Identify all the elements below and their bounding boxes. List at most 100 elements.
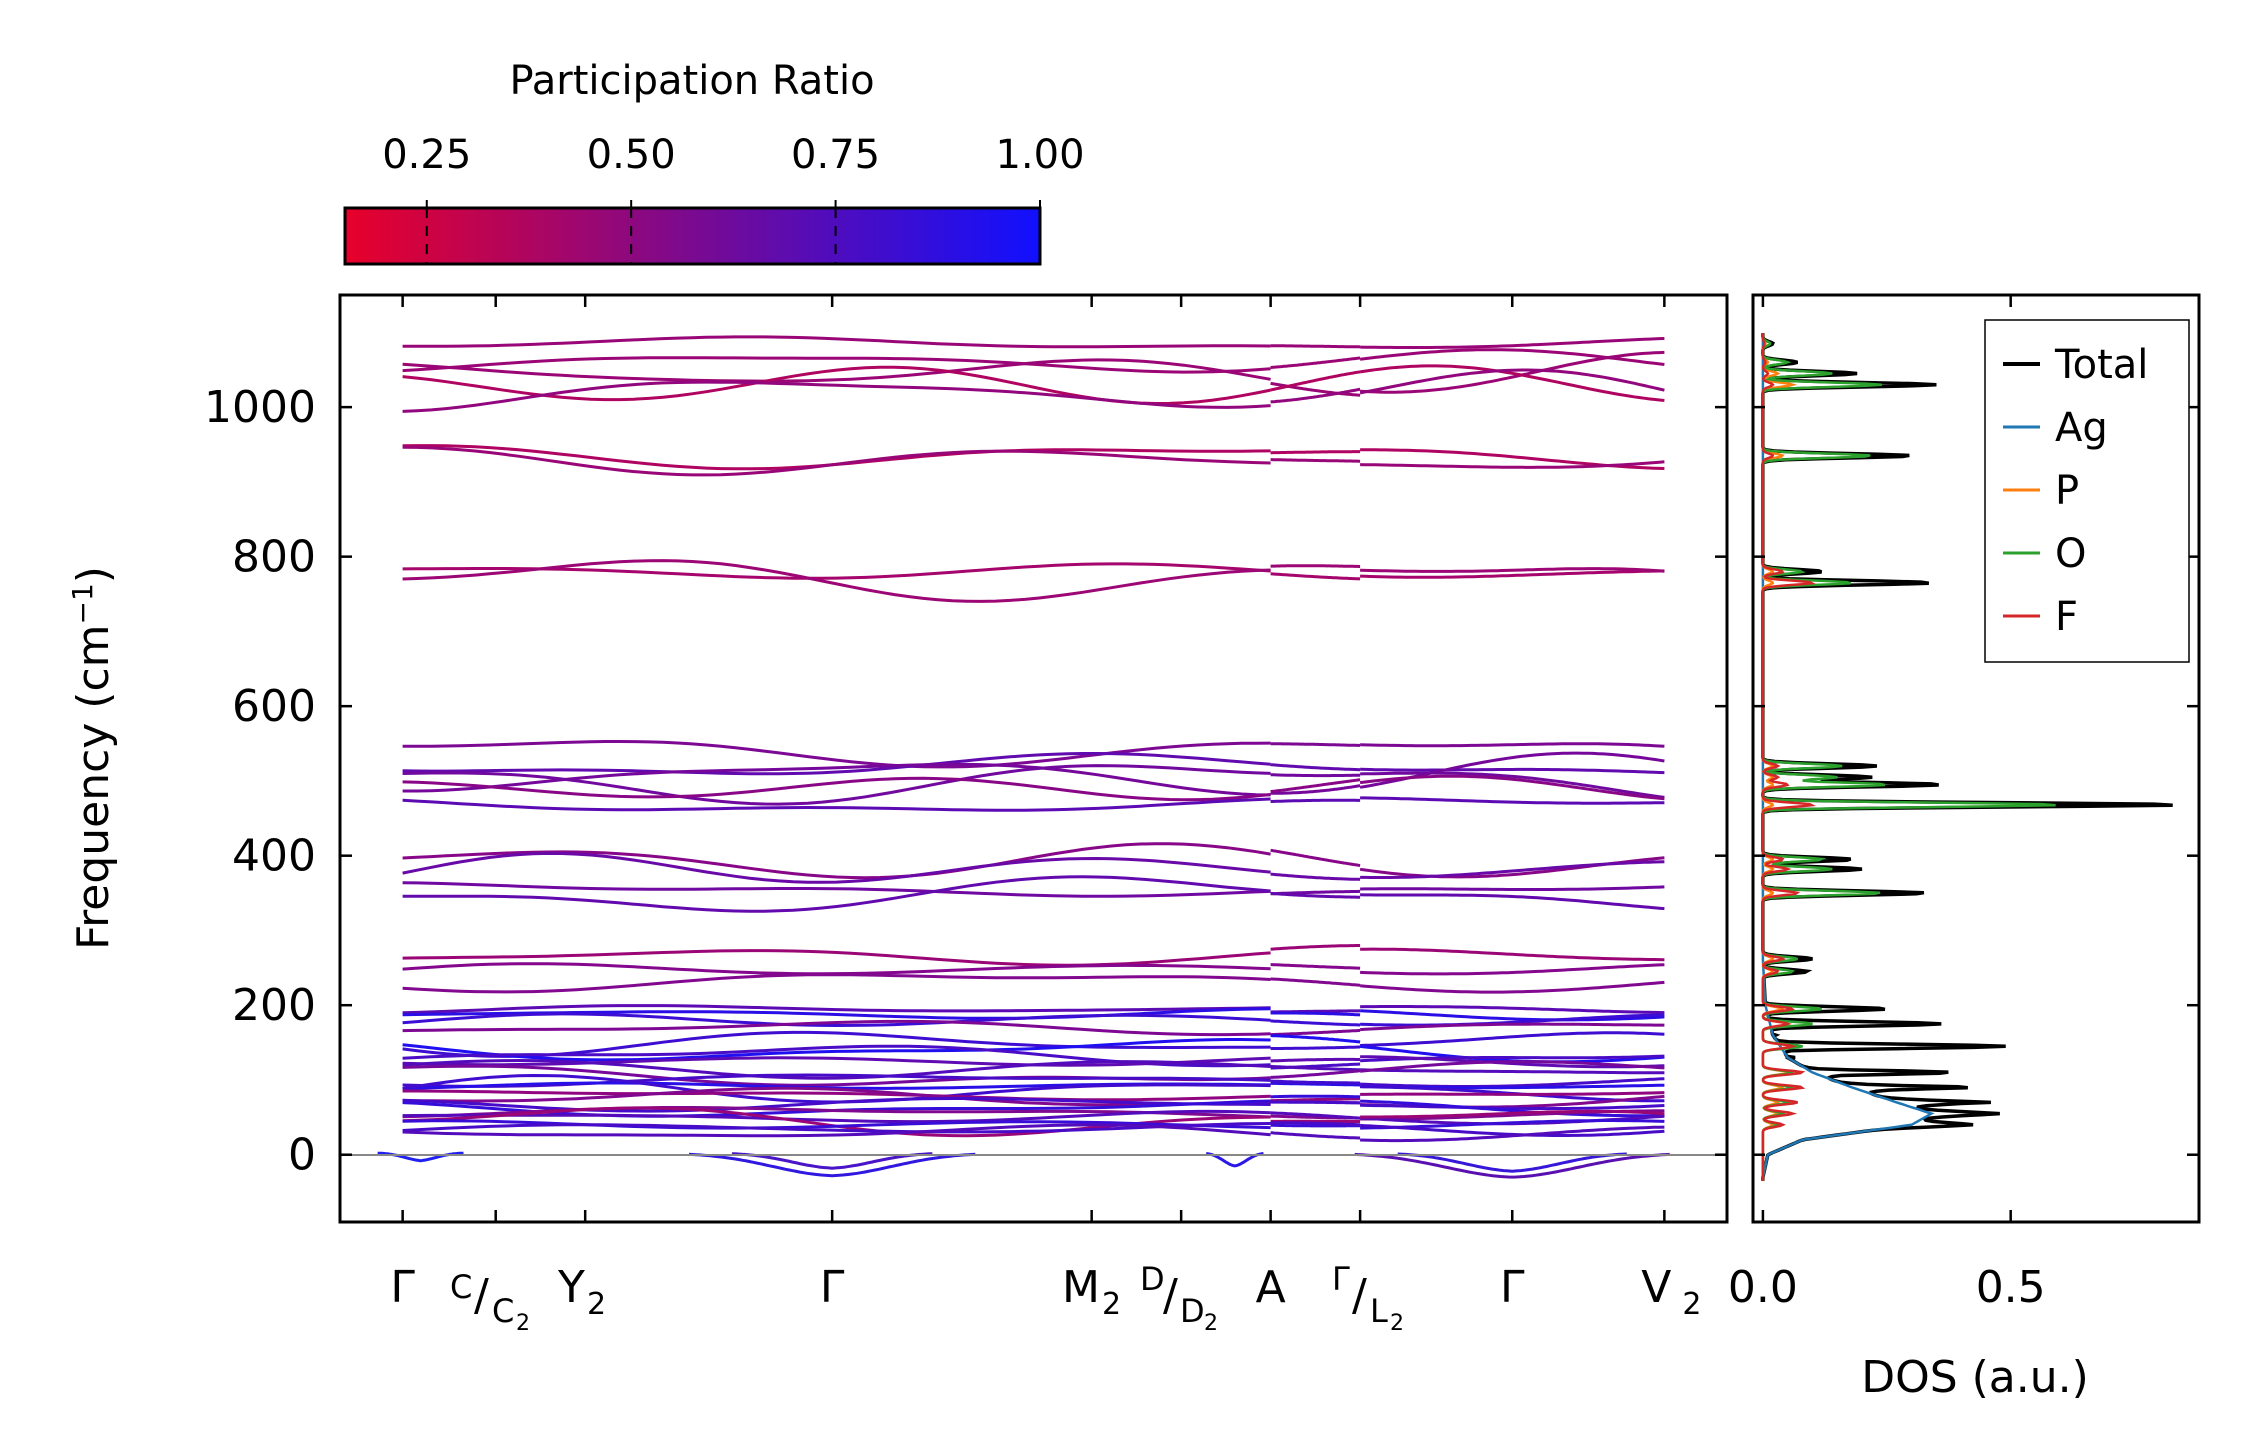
k-label: Γ — [1500, 1262, 1525, 1313]
phonon-band — [1359, 856, 1665, 879]
phonon-band — [1360, 337, 1665, 349]
phonon-band — [1360, 1091, 1665, 1096]
phonon-band — [402, 335, 1271, 349]
phonon-band — [1360, 567, 1665, 573]
phonon-band — [402, 1038, 1271, 1062]
k-label: A — [1256, 1262, 1286, 1313]
phonon-band — [1270, 1111, 1361, 1120]
phonon-band — [1360, 893, 1665, 911]
svg-text:2: 2 — [587, 1287, 606, 1322]
phonon-band — [1360, 1099, 1665, 1118]
dos-panel: 0.0 0.5 DOS (a.u.) Total Ag POF — [1728, 293, 2201, 1403]
phonon-band — [402, 776, 1271, 802]
phonon-band — [1360, 885, 1665, 891]
dos-curves — [1761, 333, 2173, 1181]
phonon-band — [1270, 773, 1361, 778]
svg-text:Γ: Γ — [1332, 1260, 1350, 1298]
band-y-axis-label: Frequency (cm−1) — [66, 566, 120, 950]
legend-label: Total — [2054, 342, 2148, 388]
phonon-band — [1360, 1123, 1665, 1137]
phonon-band — [402, 1122, 1271, 1134]
phonon-band — [1360, 796, 1665, 805]
phonon-band — [1270, 1045, 1361, 1051]
band-axes-frame — [338, 293, 1729, 1224]
colorbar-tick-label: 0.25 — [382, 132, 471, 178]
phonon-band — [402, 973, 1271, 994]
dos-f-curve — [1761, 333, 1817, 1181]
phonon-band — [1360, 1005, 1665, 1015]
phonon-band — [1360, 767, 1665, 775]
phonon-band — [1270, 977, 1361, 987]
phonon-band — [1270, 963, 1361, 970]
phonon-band — [402, 1086, 1271, 1107]
colorbar-tick-label: 0.50 — [587, 132, 676, 178]
phonon-band — [1360, 963, 1665, 976]
phonon-band — [1270, 1034, 1361, 1044]
phonon-band — [402, 875, 1271, 913]
colorbar-gradient — [343, 206, 1042, 266]
k-label-sub: 2 — [1682, 1287, 1701, 1322]
phonon-band — [402, 1097, 1271, 1113]
band-y-tick-label: 0 — [288, 1130, 316, 1181]
phonon-band — [1270, 872, 1361, 881]
band-y-axis: 0 200 400 600 800 1000 — [204, 382, 1727, 1181]
svg-text:C: C — [450, 1268, 472, 1306]
k-label: Γ — [820, 1262, 845, 1313]
phonon-band — [1270, 356, 1361, 369]
svg-text:2: 2 — [516, 1311, 530, 1336]
phonon-band — [1359, 774, 1665, 801]
svg-text:2: 2 — [1204, 1311, 1218, 1336]
band-y-tick-label: 1000 — [204, 382, 316, 433]
legend-label: O — [2055, 531, 2086, 577]
phonon-band — [1270, 848, 1361, 867]
k-label-gamma-l2: Γ / L 2 — [1332, 1260, 1404, 1336]
colorbar-ticks: 0.25 0.50 0.75 1.00 — [382, 132, 1085, 264]
svg-text:L: L — [1370, 1292, 1388, 1330]
k-label-m2: M 2 — [1062, 1262, 1121, 1322]
acoustic-branch — [1397, 1152, 1627, 1173]
phonon-band — [1270, 458, 1361, 463]
phonon-band — [402, 740, 1271, 769]
phonon-band — [1270, 763, 1361, 772]
acoustic-branch — [1354, 1152, 1670, 1179]
phonon-band — [1270, 381, 1361, 397]
phonon-band — [1360, 1055, 1665, 1069]
phonon-band — [402, 1056, 1271, 1067]
band-y-tick-label: 400 — [232, 831, 316, 882]
acoustic-branch — [688, 1152, 976, 1178]
dos-x-tick-label: 0.0 — [1728, 1262, 1798, 1313]
phonon-band — [402, 356, 1271, 374]
phonon-band — [1360, 1068, 1665, 1075]
svg-text:2: 2 — [1102, 1287, 1121, 1322]
phonon-band — [1270, 1100, 1361, 1105]
phonon-band — [1270, 1080, 1361, 1085]
acoustic-branch — [1205, 1152, 1264, 1168]
phonon-band — [402, 445, 1271, 477]
colorbar-tick-label: 1.00 — [995, 132, 1084, 178]
colorbar-title: Participation Ratio — [509, 58, 874, 104]
svg-text:/: / — [1163, 1270, 1178, 1321]
k-label: Γ — [390, 1262, 415, 1313]
phonon-band — [402, 1123, 1271, 1138]
dos-legend: Total Ag POF — [1984, 319, 2190, 663]
phonon-band — [1270, 1019, 1361, 1027]
svg-text:D: D — [1180, 1292, 1205, 1330]
dos-axes-frame — [1751, 293, 2201, 1224]
k-label-d-d2: D / D 2 — [1140, 1260, 1218, 1336]
svg-text:/: / — [474, 1270, 489, 1321]
phonon-band — [402, 1012, 1271, 1028]
phonon-band — [1360, 1031, 1665, 1047]
phonon-band — [402, 851, 1271, 884]
phonon-band — [402, 559, 1271, 603]
phonon-band — [1270, 1131, 1361, 1140]
phonon-band — [1359, 980, 1665, 994]
phonon-band — [1360, 1109, 1665, 1119]
phonon-band — [1360, 350, 1665, 394]
phonon-band — [1360, 860, 1665, 879]
colorbar-tick-label: 0.75 — [791, 132, 880, 178]
phonon-band — [1270, 1094, 1361, 1099]
phonon-band — [1270, 1123, 1361, 1128]
phonon-band — [1270, 798, 1361, 803]
phonon-band — [1360, 742, 1665, 748]
svg-text:M: M — [1062, 1262, 1100, 1313]
